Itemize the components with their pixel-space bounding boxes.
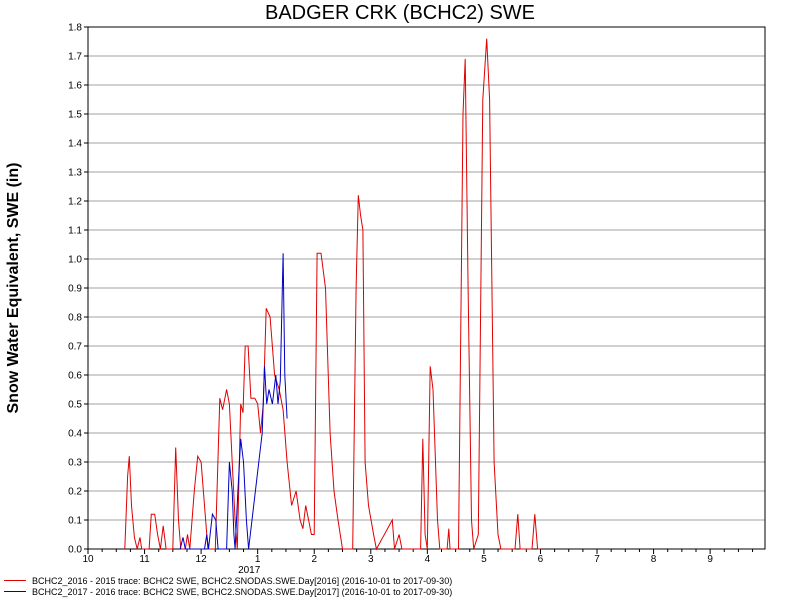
series-line-2017 — [179, 253, 288, 550]
legend-item-2016: BCHC2_2016 - 2015 trace: BCHC2 SWE, BCHC… — [4, 575, 452, 586]
y-tick-label: 1.0 — [68, 255, 82, 266]
legend-label-2017: BCHC2_2017 - 2016 trace: BCHC2 SWE, BCHC… — [32, 586, 453, 597]
x-tick-label: 7 — [594, 554, 600, 565]
series-line-2016 — [124, 38, 541, 551]
y-tick-label: 1.3 — [68, 168, 82, 179]
y-tick-label: 0.4 — [68, 429, 82, 440]
y-tick-label: 0.5 — [68, 400, 82, 411]
x-year-label: 2017 — [238, 565, 261, 576]
y-tick-label: 0.7 — [68, 342, 82, 353]
y-tick-label: 0.8 — [68, 313, 82, 324]
y-tick-label: 1.5 — [68, 110, 82, 121]
plot-frame — [87, 26, 766, 550]
y-tick-label: 0.1 — [68, 516, 82, 527]
x-tick-label: 6 — [538, 554, 544, 565]
x-tick-label: 10 — [82, 554, 94, 565]
y-tick-label: 0.3 — [68, 458, 82, 469]
x-tick-label: 2 — [311, 554, 317, 565]
legend-item-2017: BCHC2_2017 - 2016 trace: BCHC2 SWE, BCHC… — [4, 586, 452, 597]
y-tick-label: 1.6 — [68, 81, 82, 92]
x-tick-label: 4 — [425, 554, 431, 565]
y-tick-label: 1.8 — [68, 23, 82, 34]
y-tick-label: 0.0 — [68, 545, 82, 556]
legend: BCHC2_2016 - 2015 trace: BCHC2 SWE, BCHC… — [4, 575, 452, 597]
x-tick-label: 12 — [196, 554, 208, 565]
y-tick-label: 1.1 — [68, 226, 82, 237]
y-tick-label: 1.7 — [68, 52, 82, 63]
y-tick-label: 1.2 — [68, 197, 82, 208]
y-tick-label: 0.2 — [68, 487, 82, 498]
x-tick-label: 9 — [707, 554, 713, 565]
x-tick-label: 11 — [139, 554, 150, 565]
x-tick-label: 8 — [651, 554, 657, 565]
legend-swatch-2017 — [4, 591, 26, 592]
y-tick-label: 0.9 — [68, 284, 82, 295]
x-tick-label: 1 — [255, 554, 261, 565]
legend-label-2016: BCHC2_2016 - 2015 trace: BCHC2 SWE, BCHC… — [32, 575, 453, 586]
x-tick-label: 3 — [368, 554, 374, 565]
y-tick-label: 1.4 — [68, 139, 82, 150]
chart-title: BADGER CRK (BCHC2) SWE — [264, 2, 536, 24]
y-tick-label: 0.6 — [68, 371, 82, 382]
x-tick-label: 5 — [481, 554, 487, 565]
legend-swatch-2016 — [4, 580, 26, 581]
